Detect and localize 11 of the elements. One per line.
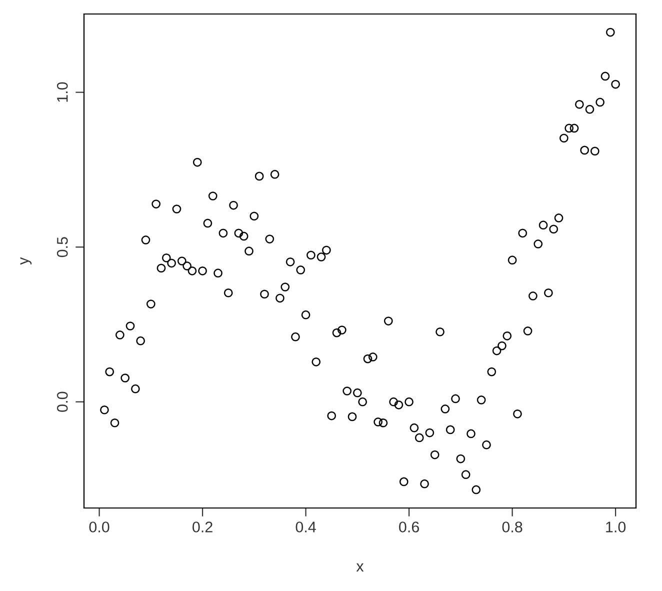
x-tick-label: 0.8 xyxy=(502,522,522,532)
y-axis-title: y xyxy=(20,257,32,265)
y-tick-label: 1.0 xyxy=(56,82,68,102)
x-tick-label: 0.0 xyxy=(89,522,110,532)
x-tick-label: 0.4 xyxy=(296,522,316,532)
x-tick-label: 0.2 xyxy=(192,522,212,532)
x-tick-label: 1.0 xyxy=(606,522,626,532)
x-tick-label: 0.6 xyxy=(399,522,419,532)
y-tick-label: 0.5 xyxy=(56,237,68,258)
x-axis-title: x xyxy=(356,563,364,572)
y-tick-label: 0.0 xyxy=(56,392,68,412)
